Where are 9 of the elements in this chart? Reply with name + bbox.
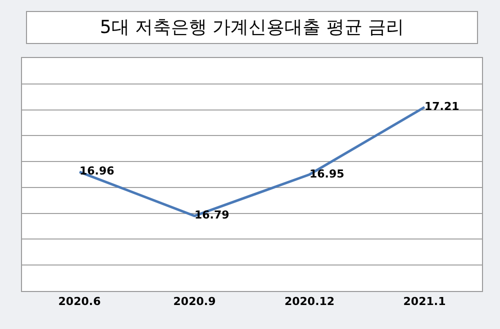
data-label: 17.21 — [424, 100, 460, 113]
x-tick-label: 2020.12 — [284, 295, 335, 308]
x-tick-label: 2021.1 — [403, 295, 446, 308]
chart-title: 5대 저축은행 가계신용대출 평균 금리 — [100, 17, 404, 38]
x-tick-label: 2020.9 — [173, 295, 216, 308]
x-tick-label: 2020.6 — [58, 295, 102, 308]
data-label: 16.95 — [310, 167, 344, 180]
data-label: 16.96 — [80, 164, 115, 178]
data-label: 16.79 — [194, 208, 230, 222]
